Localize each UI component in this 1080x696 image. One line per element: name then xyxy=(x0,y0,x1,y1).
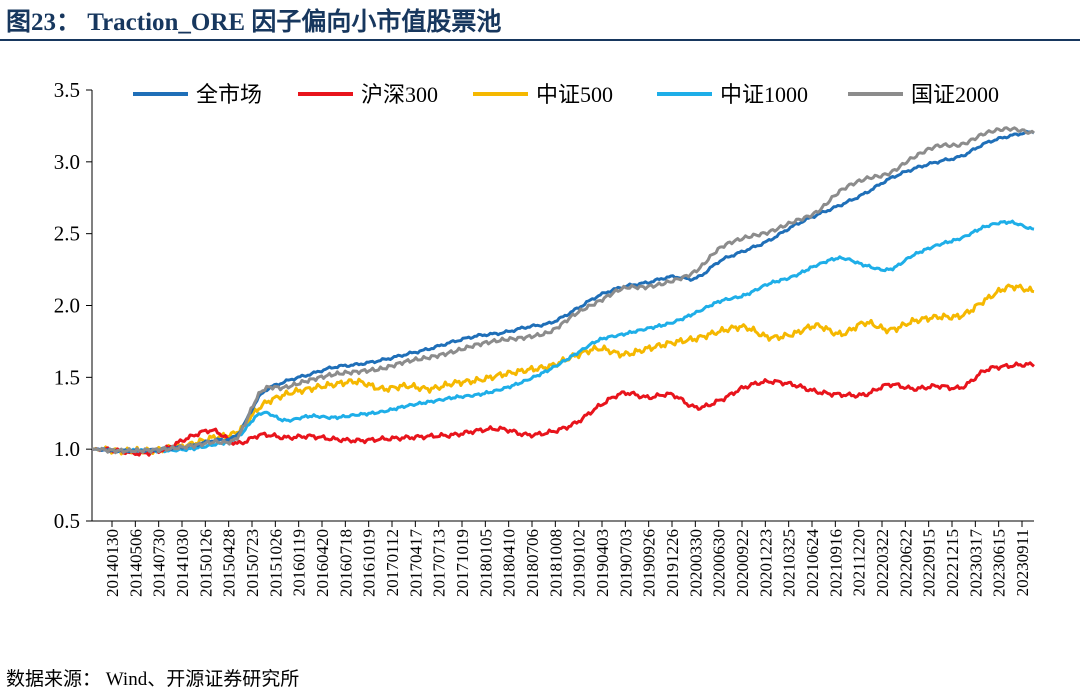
x-tick-label: 20161019 xyxy=(360,529,379,597)
y-tick-label: 3.5 xyxy=(54,78,80,102)
legend-label-0: 全市场 xyxy=(196,82,262,107)
legend-label-4: 国证2000 xyxy=(911,82,999,107)
y-tick-label: 1.0 xyxy=(54,437,80,461)
x-tick-label: 20220322 xyxy=(873,529,892,597)
series-line-0 xyxy=(91,129,1035,454)
series-line-2 xyxy=(91,283,1035,456)
x-tick-label: 20190703 xyxy=(616,529,635,597)
legend-label-1: 沪深300 xyxy=(361,82,438,107)
x-tick-label: 20180105 xyxy=(476,529,495,597)
x-tick-label: 20230615 xyxy=(990,529,1009,597)
x-tick-label: 20210916 xyxy=(826,529,845,597)
x-tick-label: 20150428 xyxy=(220,529,239,597)
title-underline xyxy=(0,39,1080,41)
x-tick-label: 20220622 xyxy=(896,529,915,597)
x-tick-label: 20190926 xyxy=(640,529,659,597)
x-tick-label: 20170713 xyxy=(430,529,449,597)
x-tick-label: 20150723 xyxy=(243,529,262,597)
x-tick-label: 20170417 xyxy=(406,529,425,598)
x-tick-label: 20200630 xyxy=(710,529,729,597)
x-tick-label: 20221215 xyxy=(943,529,962,597)
x-tick-label: 20140130 xyxy=(103,529,122,597)
x-tick-label: 20160718 xyxy=(336,529,355,597)
x-tick-label: 20211220 xyxy=(850,529,869,596)
series-line-3 xyxy=(91,219,1035,454)
x-tick-label: 20160119 xyxy=(290,529,309,596)
x-tick-label: 20190102 xyxy=(570,529,589,597)
x-tick-label: 20170112 xyxy=(383,529,402,596)
y-tick-label: 2.0 xyxy=(54,294,80,318)
x-tick-label: 20230911 xyxy=(1013,529,1032,596)
x-tick-label: 20230317 xyxy=(966,529,985,598)
x-tick-label: 20201223 xyxy=(756,529,775,597)
x-tick-label: 20160420 xyxy=(313,529,332,597)
legend-label-3: 中证1000 xyxy=(720,82,808,107)
x-tick-label: 20190403 xyxy=(593,529,612,597)
x-tick-label: 20220915 xyxy=(920,529,939,597)
x-tick-label: 20200330 xyxy=(686,529,705,597)
axes: 0.5 1.0 1.5 2.0 2.5 3.0 3.5 20140130 20140506 201… xyxy=(54,78,1034,597)
x-tick-label: 20171019 xyxy=(453,529,472,597)
legend: 全市场 沪深300 中证500 中证1000 国证2000 xyxy=(133,82,999,107)
y-tick-label: 3.0 xyxy=(54,150,80,174)
x-tick-label: 20140506 xyxy=(126,529,145,597)
x-tick-label: 20181008 xyxy=(546,529,565,597)
y-tick-label: 1.5 xyxy=(54,365,80,389)
legend-label-2: 中证500 xyxy=(536,82,613,107)
line-chart: 0.5 1.0 1.5 2.0 2.5 3.0 3.5 20140130 20140506 201… xyxy=(54,78,1035,597)
series-line-1 xyxy=(91,361,1035,457)
x-tick-label: 20200922 xyxy=(733,529,752,597)
x-tick-label: 20151026 xyxy=(266,529,285,597)
y-tick-label: 0.5 xyxy=(54,509,80,533)
figure-title: 图23： Traction_ORE 因子偏向小市值股票池 xyxy=(6,9,502,36)
y-tick-label: 2.5 xyxy=(54,222,80,246)
series-lines xyxy=(91,126,1035,457)
x-tick-label: 20180706 xyxy=(523,529,542,597)
x-tick-label: 20210325 xyxy=(780,529,799,597)
x-tick-label: 20150126 xyxy=(196,529,215,597)
x-tick-label: 20140730 xyxy=(150,529,169,597)
series-line-4 xyxy=(91,126,1035,455)
x-tick-label: 20191226 xyxy=(663,529,682,597)
x-tick-label: 20141030 xyxy=(173,529,192,597)
source-note: 数据来源： Wind、开源证券研究所 xyxy=(6,669,300,690)
x-tick-label: 20180410 xyxy=(500,529,519,597)
x-tick-label: 20210624 xyxy=(803,529,822,598)
